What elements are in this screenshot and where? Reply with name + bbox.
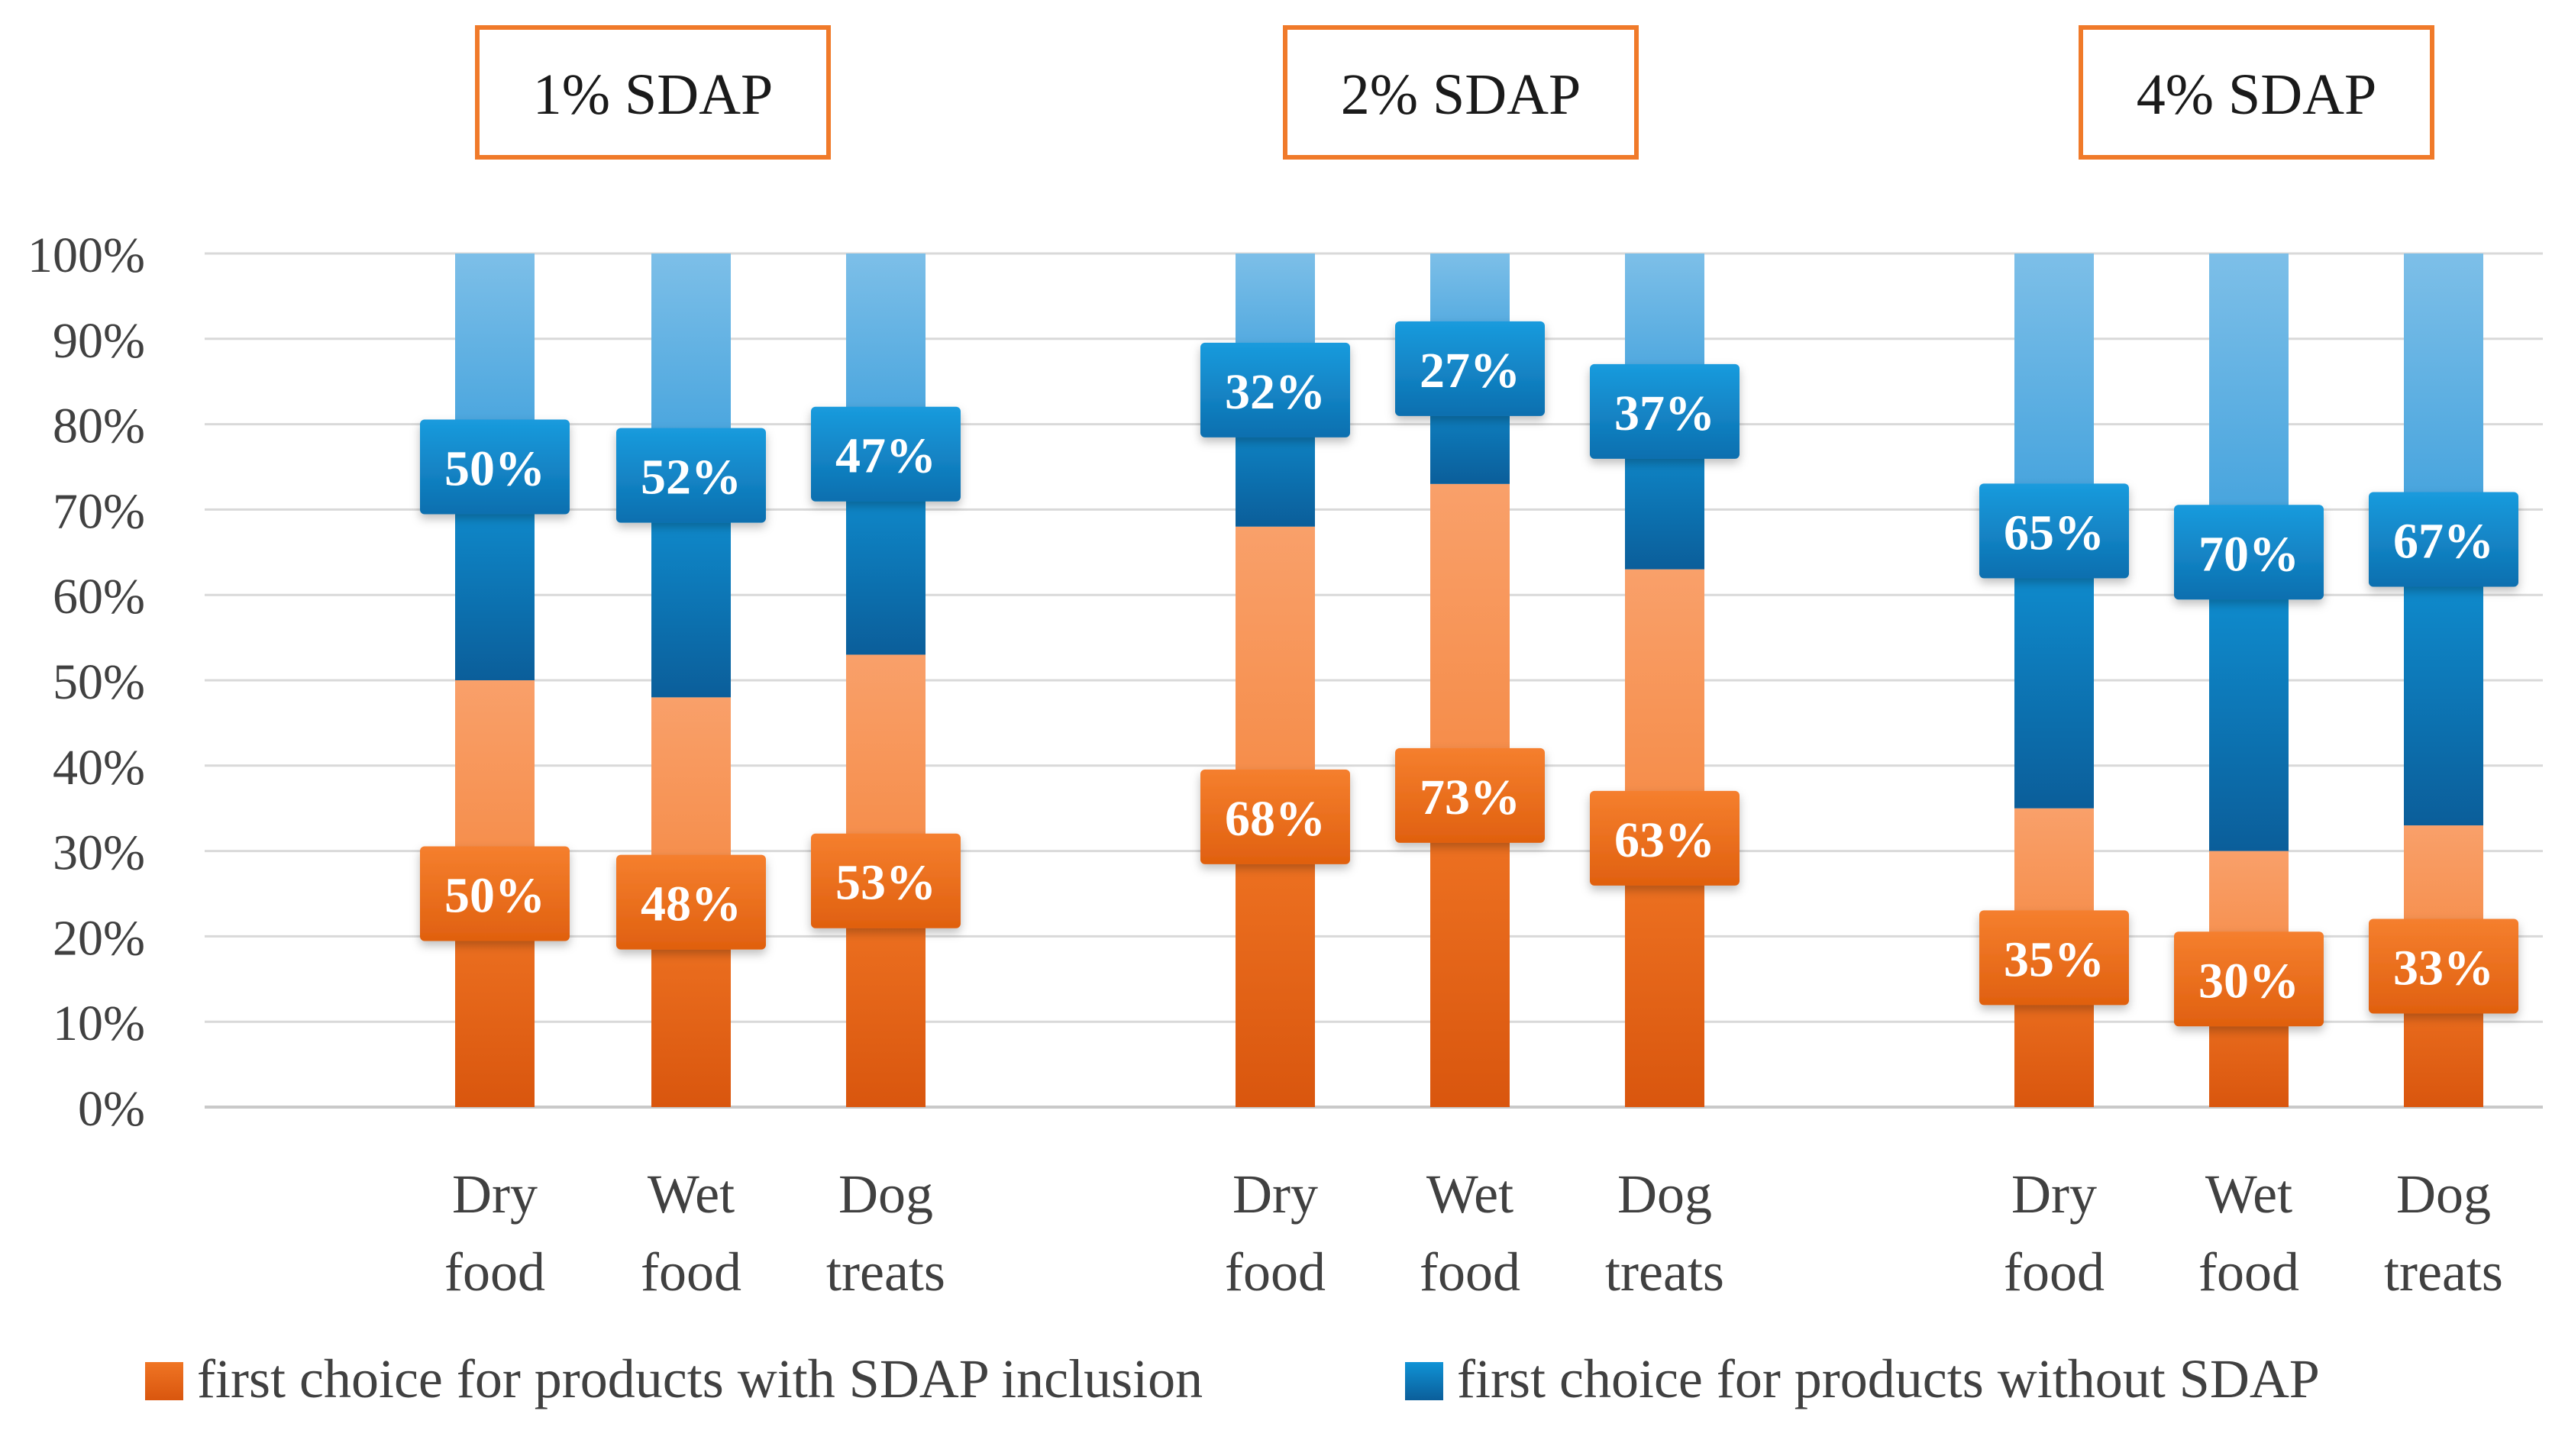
data-label-with-sdap: 30% bbox=[2198, 953, 2299, 1009]
x-category-label: Dry food bbox=[444, 1164, 545, 1303]
y-tick-label: 90% bbox=[53, 313, 145, 369]
x-category-label-line: Wet bbox=[648, 1164, 735, 1225]
x-category-label-line: treats bbox=[2384, 1241, 2503, 1303]
text-layer: 0% 10% 20% 30% 40% 50% 60% 70% 80% 90% 100% Dry food… bbox=[27, 25, 2503, 1409]
x-category-label: Dog treats bbox=[2384, 1164, 2503, 1303]
legend-swatch-with-sdap bbox=[145, 1362, 183, 1400]
data-label-without-sdap: 70% bbox=[2198, 526, 2299, 582]
group-header-label: 2% SDAP bbox=[1341, 63, 1581, 127]
y-tick-label: 60% bbox=[53, 569, 145, 625]
x-category-label-line: Wet bbox=[1426, 1164, 1513, 1225]
data-label-without-sdap: 67% bbox=[2393, 514, 2494, 570]
data-label-with-sdap: 68% bbox=[1225, 791, 1326, 847]
data-label-box bbox=[2369, 492, 2518, 587]
y-tick-label: 0% bbox=[78, 1081, 145, 1137]
x-category-label-line: treats bbox=[1605, 1241, 1724, 1303]
group-header-box bbox=[1283, 25, 1639, 160]
data-label-box bbox=[1200, 342, 1350, 437]
x-category-label-line: Wet bbox=[2205, 1164, 2292, 1225]
x-category-label: Dog treats bbox=[826, 1164, 945, 1303]
legend-label-without-sdap: first choice for products without SDAP bbox=[1457, 1348, 2320, 1409]
data-label-box bbox=[1395, 321, 1545, 416]
bar-without-sdap bbox=[2209, 253, 2289, 553]
data-label-box bbox=[1590, 790, 1740, 886]
y-tick-label: 30% bbox=[53, 825, 145, 881]
data-labels-layer: 50% 50% 48% 52% 53% 47% 68% 32% 73% 27% 63% 37% 35% 6… bbox=[420, 321, 2518, 1027]
data-label-box bbox=[811, 833, 961, 928]
bar-with-sdap bbox=[1430, 483, 1510, 796]
data-label-with-sdap: 33% bbox=[2393, 941, 2494, 996]
legend-swatch-without-sdap bbox=[1405, 1362, 1443, 1400]
data-label-without-sdap: 37% bbox=[1614, 386, 1715, 441]
x-category-label-line: Dry bbox=[452, 1164, 538, 1225]
x-category-label-line: Dry bbox=[1232, 1164, 1318, 1225]
data-label-box bbox=[420, 419, 570, 515]
y-tick-label: 40% bbox=[53, 740, 145, 796]
data-label-without-sdap: 52% bbox=[641, 450, 741, 505]
y-tick-label: 50% bbox=[53, 654, 145, 710]
y-tick-label: 80% bbox=[53, 399, 145, 454]
data-label-box bbox=[2369, 918, 2518, 1014]
x-category-label-line: food bbox=[1420, 1241, 1520, 1303]
bar-without-sdap bbox=[2209, 552, 2289, 851]
bar-without-sdap bbox=[2404, 539, 2483, 826]
x-category-label: Wet food bbox=[1420, 1164, 1520, 1303]
group-header-box bbox=[2079, 25, 2434, 160]
data-label-without-sdap: 65% bbox=[2004, 505, 2105, 560]
data-label-without-sdap: 27% bbox=[1420, 343, 1520, 399]
data-label-box bbox=[616, 854, 766, 950]
x-category-label-line: food bbox=[2004, 1241, 2105, 1303]
x-category-label-line: Dog bbox=[1617, 1164, 1712, 1225]
grid-layer bbox=[205, 252, 2543, 1109]
x-category-label: Dry food bbox=[1225, 1164, 1326, 1303]
data-label-without-sdap: 47% bbox=[835, 428, 936, 484]
bar-with-sdap bbox=[1430, 795, 1510, 1107]
y-tick-label: 10% bbox=[53, 996, 145, 1051]
data-label-box bbox=[2174, 505, 2324, 600]
y-tick-label: 100% bbox=[27, 228, 145, 283]
x-category-label: Wet food bbox=[641, 1164, 741, 1303]
data-label-box bbox=[616, 428, 766, 523]
data-label-without-sdap: 50% bbox=[444, 441, 545, 497]
data-label-with-sdap: 63% bbox=[1614, 812, 1715, 868]
data-label-with-sdap: 48% bbox=[641, 877, 741, 932]
data-label-with-sdap: 50% bbox=[444, 868, 545, 924]
data-label-without-sdap: 32% bbox=[1225, 364, 1326, 420]
x-category-label: Dry food bbox=[2004, 1164, 2105, 1303]
x-category-label-line: treats bbox=[826, 1241, 945, 1303]
x-category-label-line: Dry bbox=[2011, 1164, 2097, 1225]
data-label-box bbox=[2174, 931, 2324, 1027]
y-tick-label: 20% bbox=[53, 910, 145, 966]
data-label-with-sdap: 35% bbox=[2004, 931, 2105, 987]
bar-without-sdap bbox=[2404, 253, 2483, 540]
data-label-box bbox=[811, 406, 961, 502]
x-category-label-line: Dog bbox=[2396, 1164, 2491, 1225]
group-header-label: 4% SDAP bbox=[2137, 63, 2377, 127]
x-category-label-line: Dog bbox=[838, 1164, 933, 1225]
data-label-box bbox=[1590, 363, 1740, 459]
data-label-box bbox=[420, 846, 570, 941]
data-label-box bbox=[1395, 747, 1545, 843]
data-label-box bbox=[1200, 769, 1350, 864]
group-header-label: 1% SDAP bbox=[533, 63, 774, 127]
x-category-label-line: food bbox=[641, 1241, 741, 1303]
data-label-with-sdap: 53% bbox=[835, 855, 936, 911]
y-tick-label: 70% bbox=[53, 483, 145, 539]
data-label-with-sdap: 73% bbox=[1420, 770, 1520, 825]
data-label-box bbox=[1979, 483, 2129, 579]
legend-label-with-sdap: first choice for products with SDAP incl… bbox=[197, 1348, 1203, 1409]
x-category-label: Dog treats bbox=[1605, 1164, 1724, 1303]
x-category-label-line: food bbox=[2198, 1241, 2299, 1303]
x-category-label-line: food bbox=[1225, 1241, 1326, 1303]
bar-with-sdap bbox=[1236, 816, 1315, 1107]
x-category-label-line: food bbox=[444, 1241, 545, 1303]
x-category-label: Wet food bbox=[2198, 1164, 2299, 1303]
group-header-box bbox=[475, 25, 831, 160]
data-label-box bbox=[1979, 910, 2129, 1006]
bar-with-sdap bbox=[1236, 526, 1315, 817]
